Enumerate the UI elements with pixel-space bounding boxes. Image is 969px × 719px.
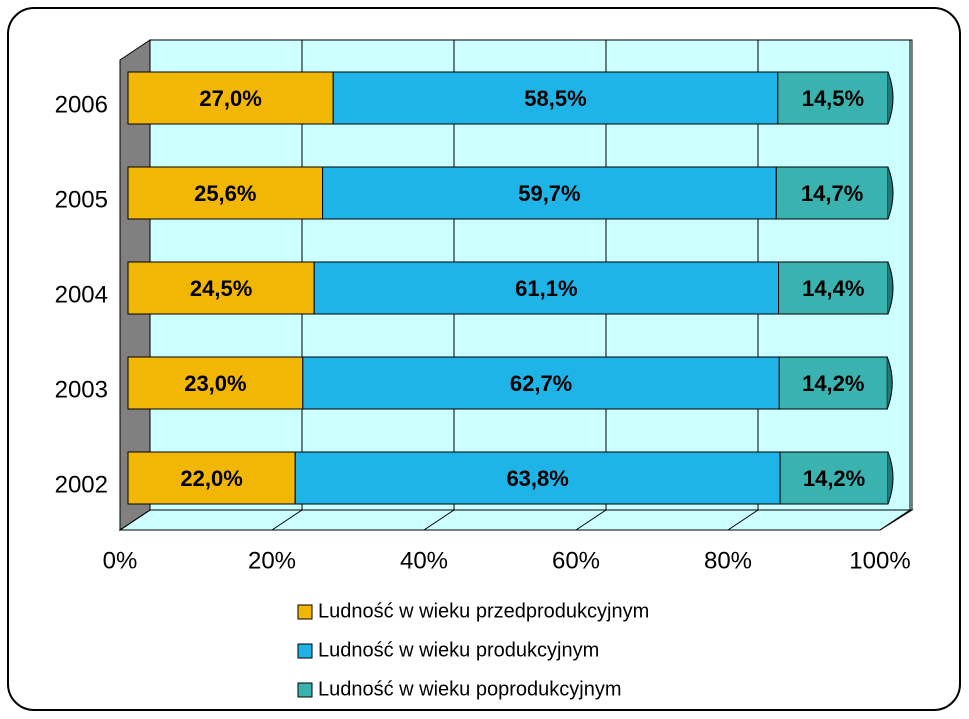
bar-segment	[302, 356, 780, 410]
legend-label: Ludność w wieku przedprodukcyjnym	[318, 600, 649, 622]
bar-segment	[313, 261, 780, 315]
bar-end-cap	[887, 261, 894, 315]
value-label: 24,5%	[190, 276, 252, 301]
value-label: 14,7%	[801, 181, 863, 206]
bar-end-cap	[887, 166, 894, 220]
floor	[118, 509, 914, 531]
x-tick-label: 0%	[103, 547, 138, 574]
bar-segment	[778, 356, 888, 410]
y-tick-label: 2005	[55, 186, 108, 213]
bar-segment	[294, 451, 781, 505]
floor-grid-line	[271, 509, 303, 531]
bar-segment	[127, 451, 296, 505]
value-label: 25,6%	[194, 181, 256, 206]
bar-segment	[777, 71, 889, 125]
y-tick-label: 2004	[55, 281, 108, 308]
bar-end-cap	[887, 451, 894, 505]
floor-grid-line	[879, 509, 911, 531]
bar-end-cap	[887, 71, 894, 125]
value-label: 59,7%	[518, 181, 580, 206]
bar-segment	[775, 166, 889, 220]
bar-segment	[778, 261, 889, 315]
value-label: 14,2%	[803, 466, 865, 491]
value-label: 27,0%	[199, 86, 261, 111]
y-tick-label: 2006	[55, 91, 108, 118]
value-label: 62,7%	[510, 371, 572, 396]
bar-segment	[332, 71, 779, 125]
legend-swatch	[297, 643, 313, 659]
bar-segment	[127, 166, 324, 220]
value-label: 63,8%	[506, 466, 568, 491]
floor-grid-line	[575, 509, 607, 531]
value-label: 23,0%	[184, 371, 246, 396]
legend-swatch	[297, 682, 313, 698]
value-label: 14,5%	[802, 86, 864, 111]
bar-end-cap	[886, 356, 893, 410]
value-label: 14,2%	[802, 371, 864, 396]
x-tick-label: 80%	[704, 547, 752, 574]
value-label: 58,5%	[524, 86, 586, 111]
legend-label: Ludność w wieku poprodukcyjnym	[318, 678, 622, 700]
value-label: 61,1%	[515, 276, 577, 301]
legend-swatch	[297, 604, 313, 620]
floor-grid-line	[423, 509, 455, 531]
bar-segment	[127, 356, 304, 410]
floor-grid-line	[727, 509, 759, 531]
legend-label: Ludność w wieku produkcyjnym	[318, 639, 599, 661]
value-label: 14,4%	[802, 276, 864, 301]
floor-grid-line	[119, 509, 151, 531]
x-tick-label: 100%	[849, 547, 910, 574]
y-tick-label: 2003	[55, 376, 108, 403]
x-tick-label: 60%	[552, 547, 600, 574]
x-tick-label: 40%	[400, 547, 448, 574]
y-tick-label: 2002	[55, 471, 108, 498]
bar-segment	[127, 261, 315, 315]
x-tick-label: 20%	[248, 547, 296, 574]
bar-segment	[322, 166, 777, 220]
value-label: 22,0%	[180, 466, 242, 491]
bar-segment	[127, 71, 334, 125]
bar-segment	[779, 451, 889, 505]
